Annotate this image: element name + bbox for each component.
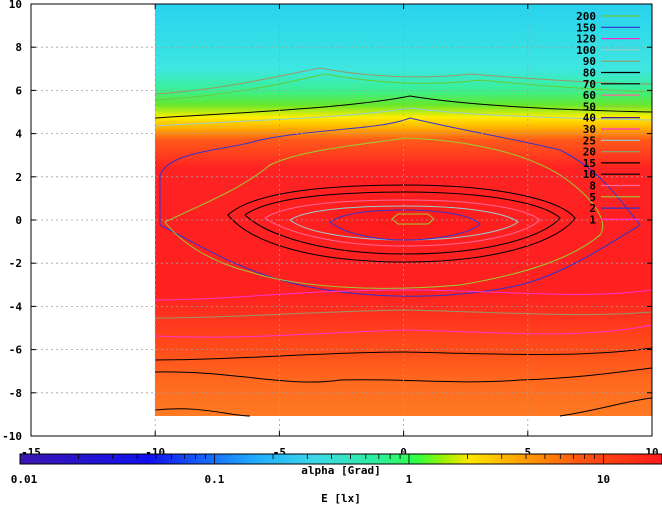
contour-lines <box>154 67 653 417</box>
legend-label: 70 <box>583 78 596 91</box>
legend-label: 30 <box>583 123 596 136</box>
colorbar-ticks: 0.01 0.1 1 10 <box>11 454 662 486</box>
legend-label: 150 <box>576 21 596 34</box>
contour-line <box>227 184 576 263</box>
y-tick-label: -2 <box>9 257 22 270</box>
contour-line <box>154 367 653 383</box>
contour-line <box>154 347 653 361</box>
contour-line <box>154 95 653 119</box>
legend-label: 60 <box>583 89 596 102</box>
contour-line <box>154 289 653 301</box>
contour-line <box>154 309 653 319</box>
x-axis-label: alpha [Grad] <box>301 464 380 477</box>
contour-line <box>154 67 653 95</box>
legend-label: 25 <box>583 134 596 147</box>
y-tick-label: -10 <box>2 430 22 443</box>
contour-line <box>559 397 653 417</box>
y-tick-label: 4 <box>15 128 22 141</box>
colorbar <box>19 453 662 465</box>
legend-label: 120 <box>576 33 596 46</box>
x-tick-label: 5 <box>524 446 531 459</box>
legend-label: 40 <box>583 112 596 125</box>
legend-label: 1 <box>589 213 596 226</box>
colorbar-tick-label: 10 <box>597 473 610 486</box>
contour-line <box>244 191 561 255</box>
legend-label: 10 <box>583 168 596 181</box>
y-tick-label: -4 <box>9 300 23 313</box>
y-tick-label: 10 <box>9 0 22 11</box>
x-tick-label: 0 <box>400 446 407 459</box>
legend-label: 200 <box>576 10 596 23</box>
y-tick-label: 2 <box>15 171 22 184</box>
colorbar-tick-label: 1 <box>406 473 413 486</box>
contour-line <box>264 199 541 247</box>
contour-line <box>154 73 653 101</box>
colorbar-label: E [lx] <box>321 492 361 505</box>
legend-label: 100 <box>576 44 596 57</box>
legend-label: 8 <box>589 180 596 193</box>
y-tick-label: 8 <box>15 41 22 54</box>
contour-line <box>159 117 641 297</box>
legend-label: 5 <box>589 191 596 204</box>
legend-label: 90 <box>583 55 596 68</box>
contour-line <box>154 107 653 127</box>
contour-line <box>329 209 481 241</box>
legend-label: 80 <box>583 67 596 80</box>
contour-line <box>164 137 604 289</box>
y-tick-label: -8 <box>9 387 22 400</box>
y-tick-label: -6 <box>9 344 23 357</box>
contour-line <box>289 205 519 241</box>
legend-label: 2 <box>589 202 596 215</box>
contour-line <box>391 213 435 225</box>
legend-label: 15 <box>583 157 596 170</box>
legend-label: 20 <box>583 146 596 159</box>
contour-line <box>154 408 251 417</box>
y-tick-label: 6 <box>15 84 22 97</box>
y-tick-label: 0 <box>15 214 22 227</box>
colorbar-tick-label: 0.01 <box>11 473 38 486</box>
contour-line <box>154 324 653 338</box>
colorbar-tick-label: 0.1 <box>205 473 225 486</box>
legend-label: 50 <box>583 100 596 113</box>
grid-lines <box>31 4 652 436</box>
